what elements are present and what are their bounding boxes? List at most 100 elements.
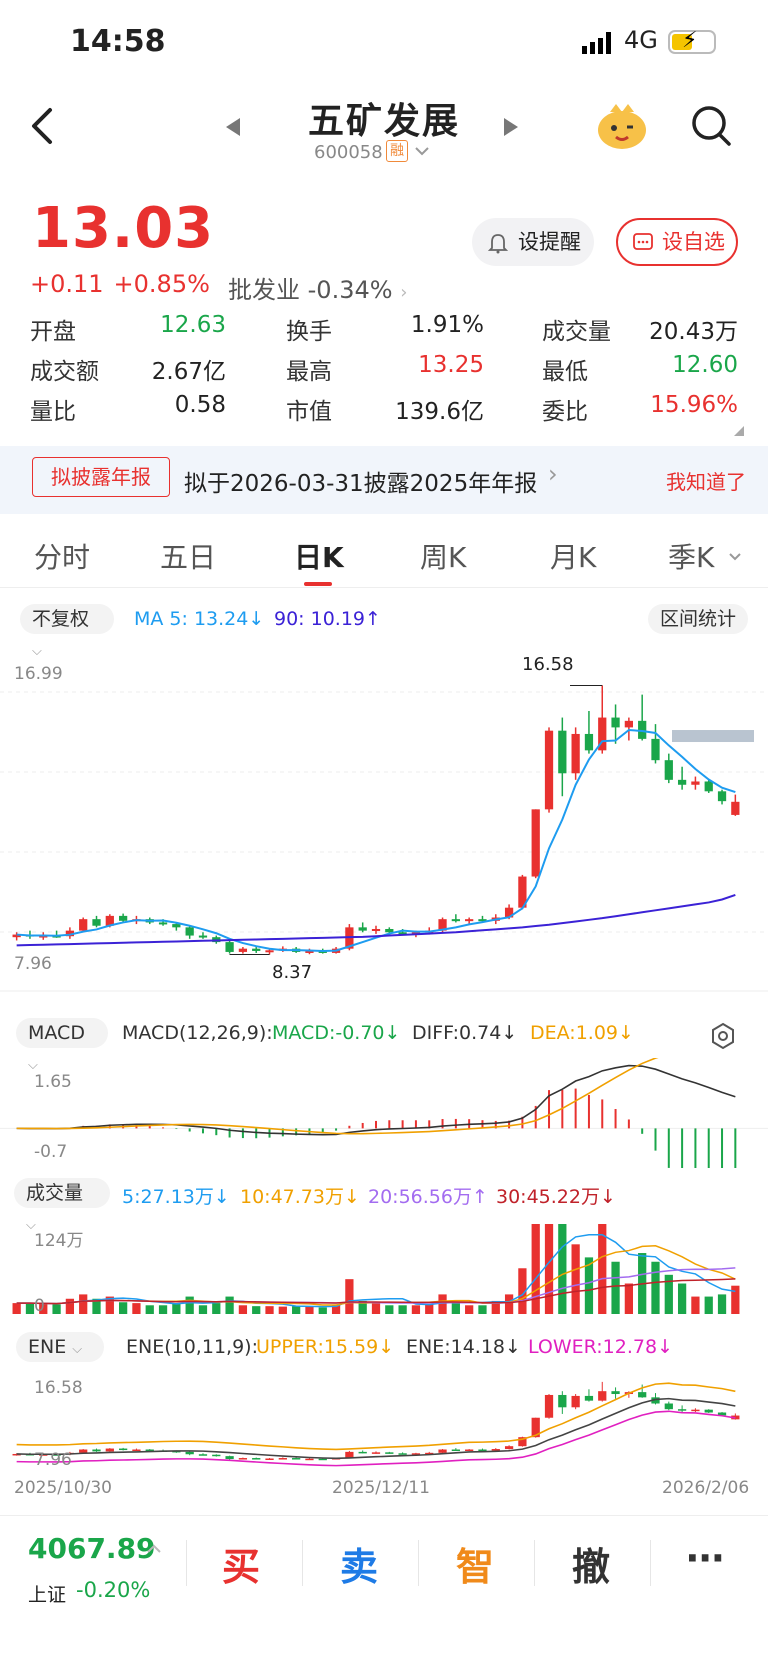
- adjust-dropdown[interactable]: 不复权 ⌵: [20, 604, 114, 659]
- chevron-down-icon[interactable]: [728, 552, 742, 562]
- set-alert-label: 设提醒: [518, 230, 581, 254]
- ene-candle-body: [491, 1449, 500, 1451]
- volume-chart[interactable]: [0, 1218, 768, 1318]
- index-value[interactable]: 4067.89: [28, 1532, 156, 1565]
- sell-button[interactable]: 卖: [340, 1545, 379, 1589]
- candle-body: [119, 915, 128, 921]
- candle-body: [624, 720, 633, 728]
- clock: 14:58: [70, 24, 166, 59]
- stat-label: 成交额: [30, 359, 99, 385]
- tab-daily-k[interactable]: 日K: [294, 541, 344, 574]
- vol-ma10: 10:47.73万↓: [240, 1186, 360, 1208]
- back-icon[interactable]: [28, 106, 56, 146]
- notice-tag: 拟披露年报: [32, 457, 170, 497]
- volume-bar: [212, 1303, 221, 1314]
- stat-label: 最高: [286, 359, 332, 385]
- tab-five-day[interactable]: 五日: [160, 541, 217, 574]
- candle-body: [691, 781, 700, 785]
- candle-body: [651, 738, 660, 761]
- chevron-down-icon[interactable]: [414, 146, 430, 158]
- ene-dropdown[interactable]: ENE ⌵: [16, 1332, 104, 1362]
- search-icon[interactable]: [690, 104, 732, 148]
- volume-bar: [318, 1307, 327, 1314]
- candle-body: [305, 950, 314, 953]
- macd-chart[interactable]: [0, 1058, 768, 1168]
- period-tabs: 分时 五日 日K 周K 月K 季K: [0, 520, 768, 588]
- ene-candle-body: [358, 1451, 367, 1454]
- chevron-down-icon: ⌵: [28, 1058, 38, 1073]
- stock-code: 600058: [314, 142, 383, 163]
- volume-bar: [651, 1261, 660, 1314]
- high-marker-label: 16.58: [522, 654, 574, 675]
- ene-candle-body: [265, 1458, 274, 1461]
- ene-candle-body: [664, 1403, 673, 1410]
- add-watchlist-button[interactable]: 设自选: [616, 218, 738, 266]
- volume-bar: [571, 1244, 580, 1314]
- diff-value: DIFF:0.74↓: [412, 1022, 518, 1044]
- ene-lower: LOWER:12.78↓: [528, 1336, 673, 1358]
- vol-axis-bottom: 0: [34, 1296, 45, 1316]
- tab-monthly-k[interactable]: 月K: [550, 541, 597, 574]
- next-stock-icon[interactable]: [502, 116, 520, 138]
- stat-value: 15.96%: [650, 392, 738, 418]
- macd-dropdown[interactable]: MACD ⌵: [16, 1018, 108, 1073]
- volume-bar: [717, 1294, 727, 1314]
- candle-body: [504, 907, 514, 918]
- candle-body: [531, 809, 540, 877]
- diff-line: [16, 1064, 736, 1136]
- ene-candle-body: [451, 1449, 460, 1452]
- industry-link[interactable]: 批发业 -0.34% ›: [228, 270, 407, 305]
- price-change: +0.11 +0.85%: [30, 270, 220, 298]
- cancel-order-button[interactable]: 撤: [572, 1545, 611, 1589]
- volume-dropdown[interactable]: 成交量 ⌵: [14, 1178, 110, 1233]
- ene-candle-body: [611, 1391, 620, 1395]
- mascot-icon[interactable]: [594, 100, 650, 152]
- volume-bar: [691, 1296, 700, 1314]
- ene-candle-body: [305, 1458, 314, 1461]
- candle-body: [611, 717, 620, 728]
- tab-weekly-k[interactable]: 周K: [420, 541, 467, 574]
- ene-lower-line: [16, 1410, 736, 1467]
- candle-body: [385, 928, 394, 933]
- stat-label: 开盘: [30, 319, 76, 345]
- range-stats-button[interactable]: 区间统计: [648, 604, 749, 634]
- tab-quarterly-k[interactable]: 季K: [668, 541, 715, 574]
- candle-body: [158, 922, 168, 925]
- stat-label: 换手: [286, 319, 332, 345]
- ene-candle-body: [252, 1458, 261, 1460]
- ene-candle-body: [198, 1454, 208, 1456]
- stat-label: 市值: [286, 399, 332, 425]
- candle-body: [252, 948, 261, 951]
- ene-candle-body: [278, 1458, 287, 1460]
- ene-upper-line: [16, 1382, 736, 1451]
- candle-body: [358, 927, 367, 931]
- chevron-down-icon: ⌵: [72, 1342, 83, 1357]
- ene-candle-body: [185, 1451, 194, 1455]
- volume-ma-line: [16, 1278, 736, 1305]
- smart-button[interactable]: 智: [456, 1545, 495, 1589]
- candle-body: [664, 760, 673, 780]
- expand-corner-icon[interactable]: [734, 426, 744, 436]
- notice-text: 拟于2026-03-31披露2025年年报: [184, 471, 538, 497]
- candle-body: [558, 730, 567, 774]
- settings-icon[interactable]: [710, 1022, 736, 1050]
- prev-stock-icon[interactable]: [224, 116, 242, 138]
- ma90-line: [16, 893, 736, 947]
- ene-candle-body: [584, 1395, 594, 1401]
- ene-chart[interactable]: [0, 1372, 768, 1472]
- volume-bar: [158, 1305, 168, 1314]
- stat-value: 20.43万: [649, 319, 738, 345]
- tab-intraday[interactable]: 分时: [34, 541, 91, 574]
- kline-chart[interactable]: [0, 648, 768, 992]
- low-marker-label: 8.37: [272, 962, 313, 983]
- candle-body: [598, 717, 607, 751]
- more-icon[interactable]: ⋯: [686, 1536, 724, 1580]
- buy-button[interactable]: 买: [222, 1545, 261, 1589]
- volume-bar: [598, 1224, 607, 1314]
- annual-report-notice[interactable]: 拟披露年报 拟于2026-03-31披露2025年年报 › 我知道了: [0, 446, 768, 514]
- candle-body: [39, 935, 48, 938]
- set-alert-button[interactable]: 设提醒: [472, 218, 594, 266]
- vol-ma5: 5:27.13万↓: [122, 1186, 230, 1208]
- volume-name: 成交量: [26, 1182, 84, 1204]
- dismiss-button[interactable]: 我知道了: [666, 470, 746, 494]
